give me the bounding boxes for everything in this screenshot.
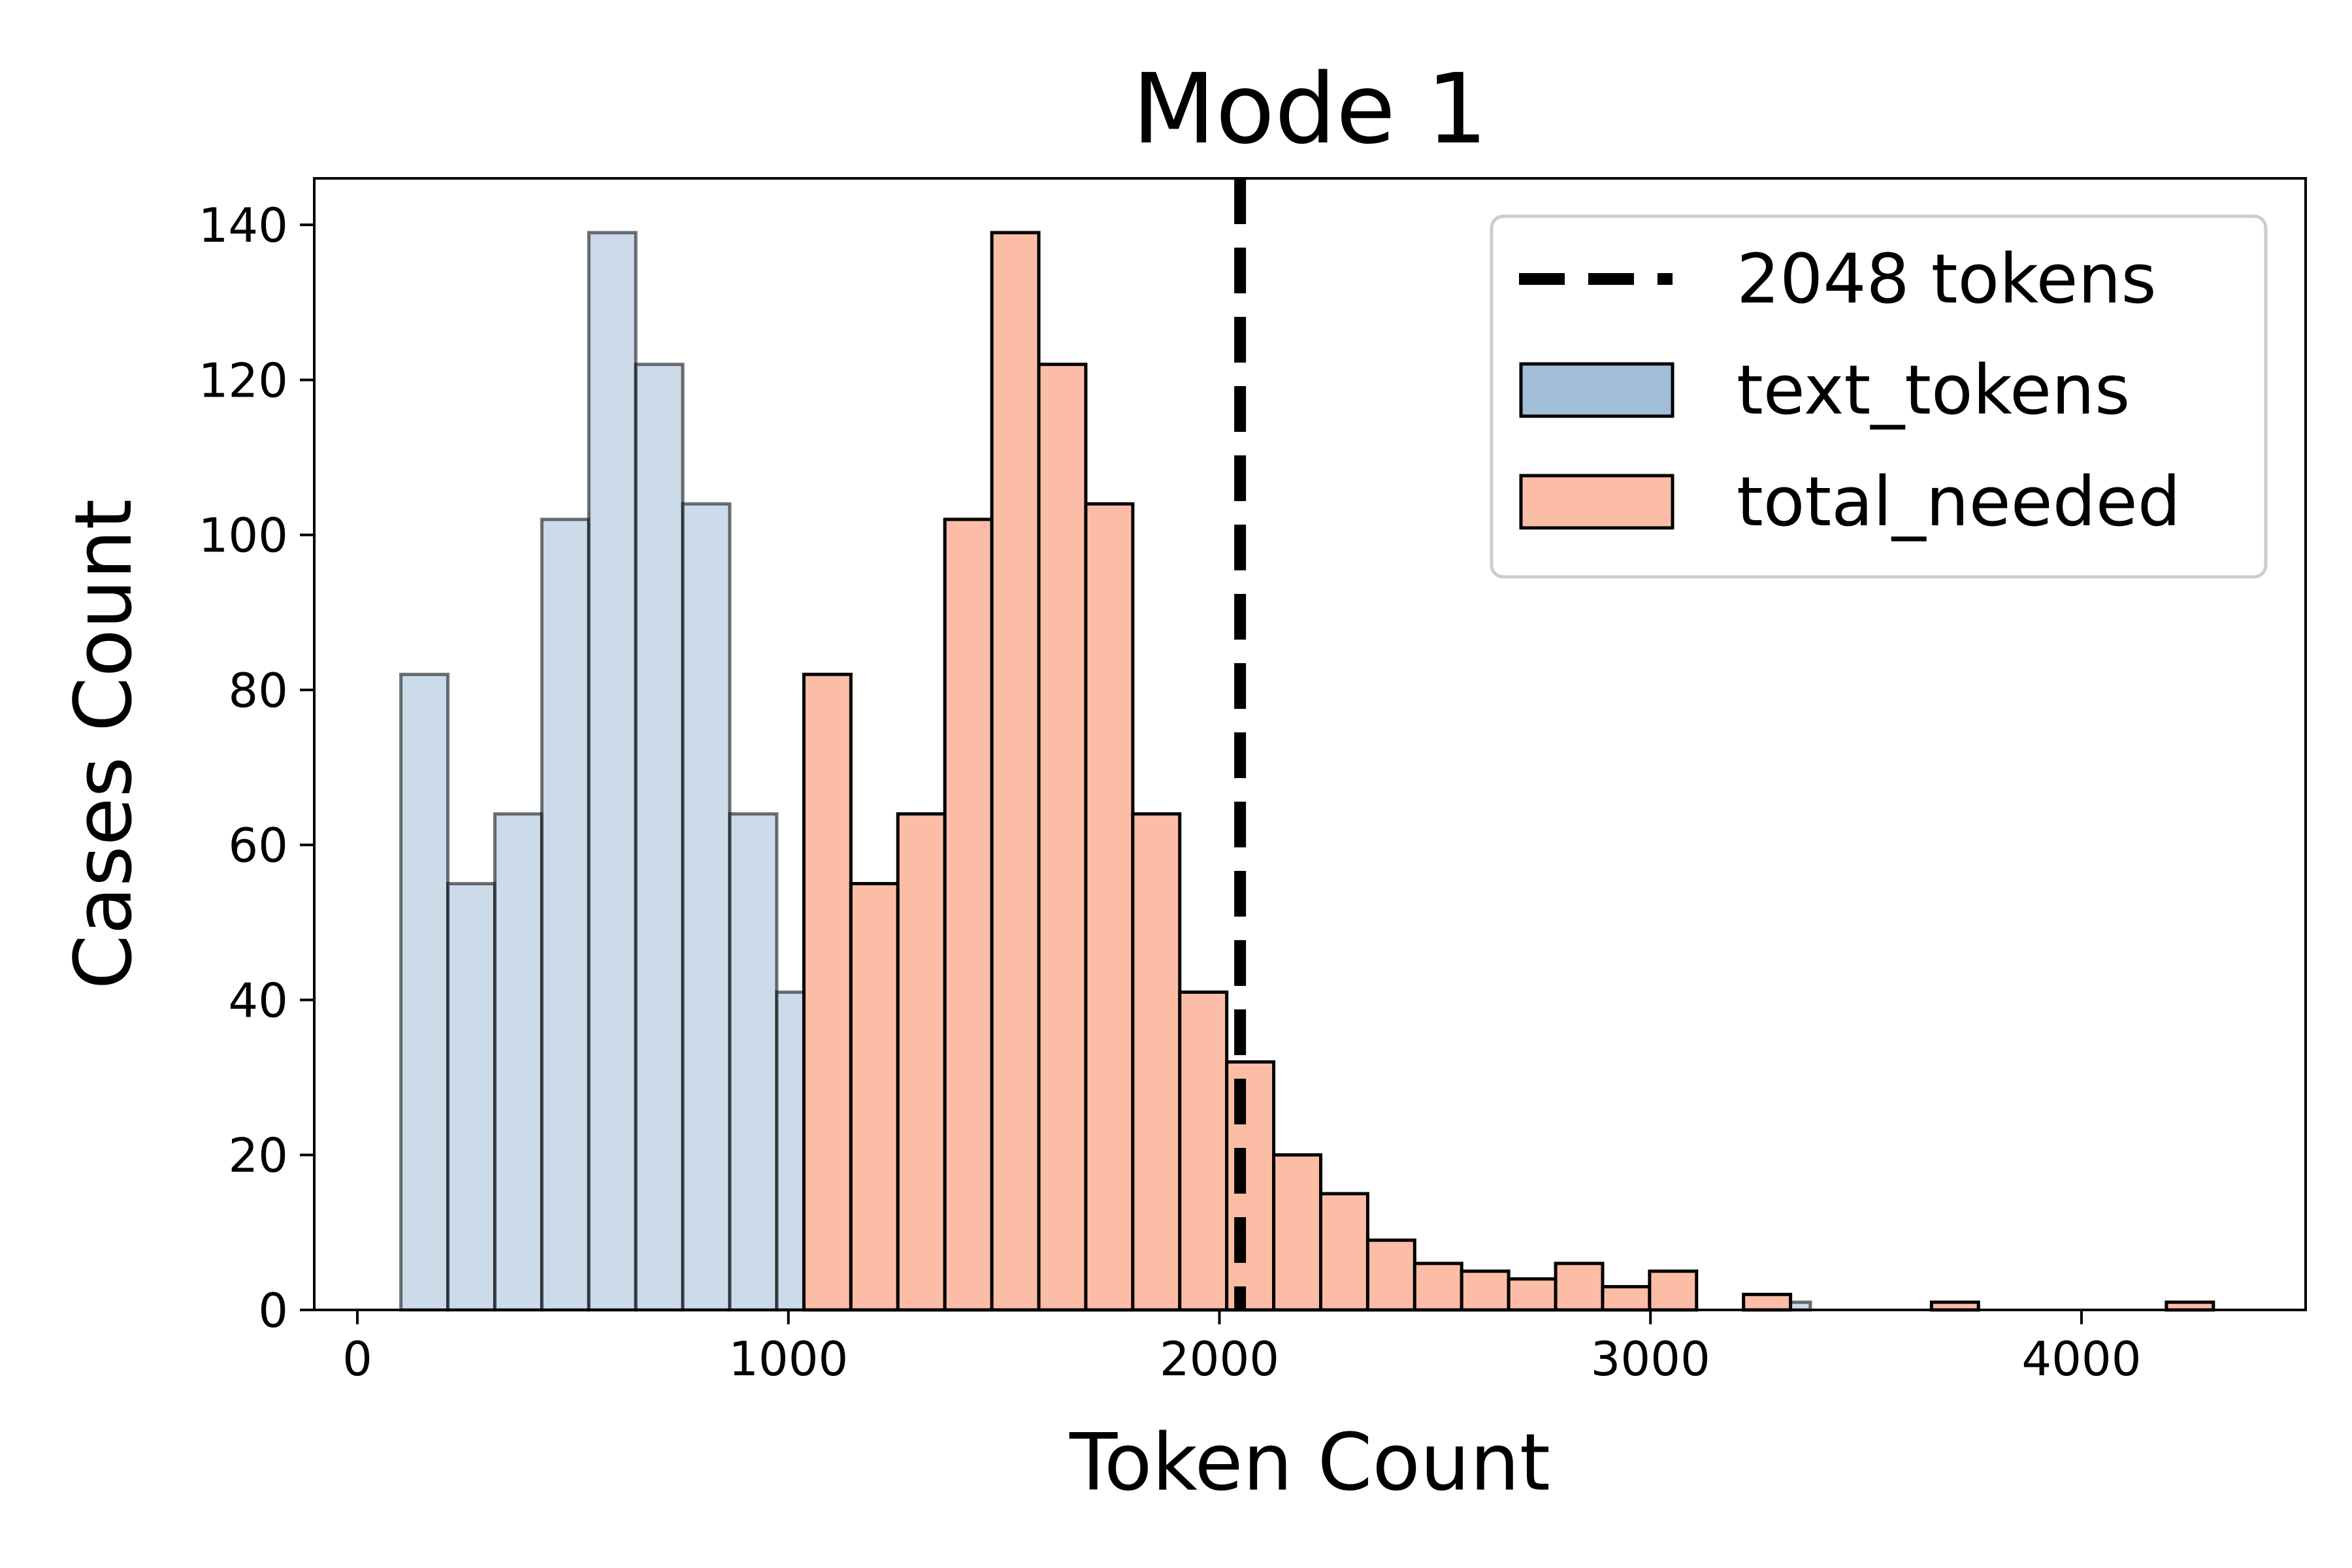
- y-axis-ticks: 0 20 40 60 80 100 120 140: [199, 198, 314, 1338]
- y-tick-label: 100: [199, 508, 288, 563]
- legend-label-text-tokens: text_tokens: [1737, 350, 2130, 430]
- bar-text-tokens: [540, 517, 591, 1312]
- bar-text-tokens: [681, 502, 732, 1312]
- bar-text-tokens: [446, 882, 497, 1312]
- bar-text-tokens: [728, 812, 779, 1312]
- bar-text-tokens: [399, 672, 450, 1312]
- bar-total-needed: [1225, 1060, 1276, 1312]
- bar-total-needed: [1507, 1277, 1558, 1312]
- bar-total-needed: [1318, 1192, 1369, 1312]
- x-axis-ticks: 0 1000 2000 3000 4000: [342, 1310, 2142, 1386]
- x-tick-label: 0: [342, 1331, 372, 1386]
- bar-total-needed: [1460, 1269, 1511, 1312]
- y-tick-label: 20: [228, 1128, 288, 1183]
- series-text-tokens: [399, 231, 1812, 1312]
- bar-total-needed: [1178, 990, 1229, 1312]
- y-tick-label: 60: [228, 818, 288, 873]
- y-tick-label: 40: [228, 973, 288, 1028]
- bar-total-needed: [1084, 502, 1135, 1312]
- legend-box: [1490, 214, 2268, 579]
- bar-total-needed: [896, 812, 947, 1312]
- bar-total-needed: [1742, 1292, 1793, 1312]
- y-tick-label: 120: [199, 353, 288, 408]
- legend-label-reference: 2048 tokens: [1737, 239, 2157, 319]
- y-axis-label: Cases Count: [59, 499, 150, 990]
- bar-total-needed: [1648, 1269, 1699, 1312]
- plot-frame: [313, 177, 2307, 1311]
- y-tick-label: 140: [199, 198, 288, 253]
- legend-swatch-text-tokens: [1519, 362, 1674, 418]
- bar-text-tokens: [587, 231, 638, 1312]
- bar-total-needed: [1554, 1262, 1605, 1312]
- legend-label-total-needed: total_needed: [1737, 462, 2181, 542]
- bar-total-needed: [849, 882, 900, 1312]
- bar-total-needed: [802, 672, 853, 1312]
- bar-total-needed: [1037, 363, 1088, 1312]
- y-tick-label: 0: [258, 1283, 288, 1338]
- bar-total-needed: [1601, 1284, 1652, 1312]
- x-axis-label: Token Count: [1069, 1418, 1550, 1509]
- bar-total-needed: [990, 231, 1041, 1312]
- bar-total-needed: [1131, 812, 1182, 1312]
- bar-total-needed: [1413, 1262, 1463, 1312]
- x-tick-label: 3000: [1591, 1331, 1710, 1386]
- bar-total-needed: [943, 517, 994, 1312]
- y-tick-label: 80: [228, 663, 288, 718]
- bar-text-tokens: [634, 363, 685, 1312]
- x-tick-label: 4000: [2021, 1331, 2141, 1386]
- legend-swatch-total-needed: [1519, 474, 1674, 530]
- series-total-needed: [802, 231, 2215, 1312]
- chart-title: Mode 1: [1132, 53, 1488, 165]
- x-tick-label: 2000: [1160, 1331, 1279, 1386]
- legend: 2048 tokens text_tokens total_needed: [1490, 214, 2268, 579]
- bar-total-needed: [1365, 1238, 1416, 1312]
- bar-text-tokens: [493, 812, 544, 1312]
- bar-total-needed: [1272, 1153, 1322, 1312]
- x-tick-label: 1000: [728, 1331, 848, 1386]
